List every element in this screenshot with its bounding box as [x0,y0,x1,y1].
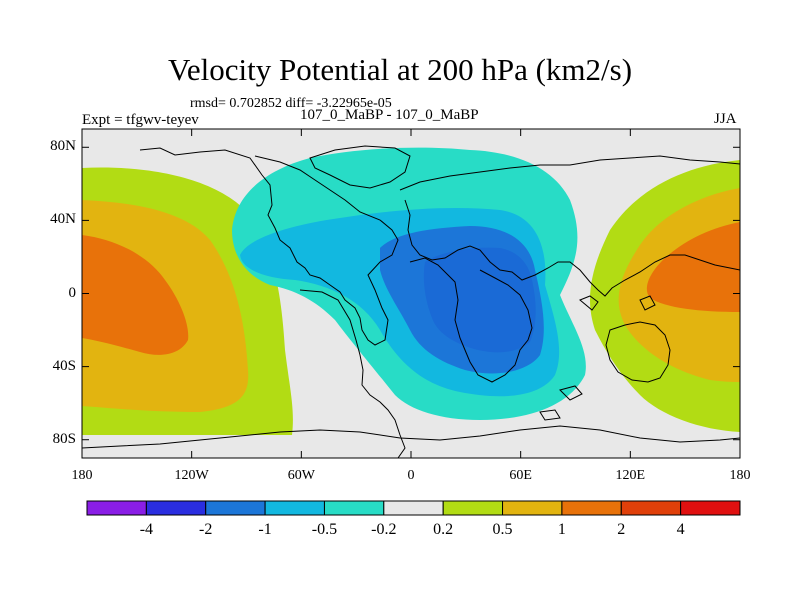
lat-label-80S: 80S [52,430,76,447]
north-america-outline [139,147,399,346]
antarctica-outline [82,425,740,449]
colorbar-label: 4 [676,521,685,538]
experiment-label: Expt = tfgwv-teyev [82,112,199,128]
colorbar-swatch [264,500,325,516]
colorbar-swatch [620,500,682,516]
contour-positive-strong-east [646,222,740,312]
lat-label-80N: 80N [50,138,76,155]
lon-label-120e: 120E [615,468,646,483]
colorbar-swatch [502,500,563,516]
subtitle-text: 107_0_MaBP - 107_0_MaBP [300,107,479,123]
colorbar-swatch [323,500,385,516]
colorbar-swatch [383,500,444,516]
lon-label-120w: 120W [174,468,209,483]
colorbar-swatch [205,500,266,516]
colorbar-label: -0.2 [371,521,397,538]
greenland-outline [309,145,411,189]
colorbar-swatch [145,500,207,516]
season-label: JJA [714,111,737,127]
lat-label-40S: 40S [52,357,76,374]
lon-label-180e: 180 [729,468,751,483]
colorbar-label: -1 [258,521,272,538]
australia-outline [605,321,671,383]
lon-label-60w: 60W [287,468,315,483]
stats-text: rmsd= 0.702852 diff= -3.22965e-05 [190,96,392,111]
colorbar-label: -0.5 [311,521,338,538]
colorbar-swatch [561,500,622,516]
south-america-outline [299,289,406,458]
colorbar [86,500,741,516]
contour-negative-core [423,247,536,353]
colorbar-label: 0.5 [492,521,513,538]
island-outlines [539,295,656,421]
lon-label-60e: 60E [509,468,532,483]
africa-outline [409,257,533,383]
contour-field [82,129,740,458]
lat-label-eq: 0 [68,284,77,301]
eurasia-outline [399,155,740,297]
colorbar-label: -2 [199,521,213,538]
colorbar-swatch [442,500,504,516]
colorbar-swatch [680,500,741,516]
lat-label-40N: 40N [50,211,76,228]
map-title: Velocity Potential at 200 hPa (km2/s) [167,52,633,87]
colorbar-label: 0.2 [433,521,454,538]
colorbar-swatch [86,500,147,516]
continent-outlines [82,145,740,458]
colorbar-label: 1 [557,521,566,538]
axis-ticks [81,129,741,458]
contour-positive-strong-west [82,235,189,355]
lon-label-0: 0 [407,468,415,483]
lon-label-180w: 180 [71,468,93,483]
colorbar-label: 2 [617,521,626,538]
colorbar-label: -4 [139,521,154,538]
